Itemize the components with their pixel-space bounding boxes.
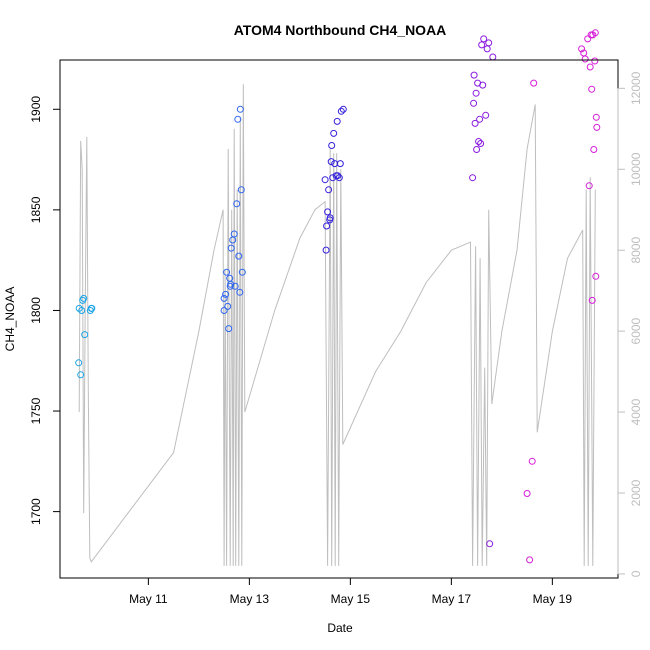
y2-tick-label: 12000 bbox=[629, 71, 643, 105]
data-point bbox=[470, 71, 478, 79]
y2-tick-label: 4000 bbox=[629, 398, 643, 425]
data-point bbox=[489, 53, 497, 61]
y-tick-label: 1800 bbox=[29, 297, 43, 324]
data-point bbox=[588, 296, 596, 304]
data-point bbox=[222, 290, 230, 298]
y-tick-label: 1700 bbox=[29, 498, 43, 525]
y-tick-label: 1900 bbox=[29, 96, 43, 123]
x-axis: May 11 May 13 May 15 May 17 May 19 bbox=[129, 577, 573, 606]
x-tick-label: May 15 bbox=[331, 592, 371, 606]
data-point bbox=[235, 252, 243, 260]
data-point bbox=[469, 174, 477, 182]
data-point bbox=[333, 117, 341, 125]
data-point bbox=[234, 115, 242, 123]
data-point bbox=[226, 282, 234, 290]
data-point bbox=[586, 63, 594, 71]
data-point bbox=[590, 146, 598, 153]
data-point bbox=[472, 89, 480, 97]
data-point bbox=[335, 174, 343, 182]
data-point bbox=[473, 146, 481, 153]
y2-axis-altitude: 0 2000 4000 6000 8000 10000 12000 bbox=[617, 71, 643, 577]
data-point bbox=[237, 186, 245, 194]
y2-tick-label: 6000 bbox=[629, 317, 643, 344]
y-tick-label: 1750 bbox=[29, 397, 43, 424]
data-point bbox=[585, 182, 593, 190]
x-tick-label: May 13 bbox=[230, 592, 270, 606]
data-point bbox=[88, 304, 96, 312]
data-points bbox=[75, 29, 601, 564]
data-point bbox=[321, 176, 329, 184]
data-point bbox=[336, 160, 344, 168]
data-point bbox=[482, 111, 490, 119]
data-point bbox=[530, 79, 538, 87]
data-point bbox=[230, 230, 238, 238]
data-point bbox=[523, 490, 531, 497]
data-point bbox=[78, 307, 86, 314]
data-point bbox=[323, 222, 331, 230]
data-point bbox=[592, 113, 600, 121]
data-point bbox=[77, 371, 85, 379]
data-point bbox=[528, 457, 536, 465]
data-point bbox=[591, 29, 599, 37]
data-point bbox=[478, 41, 486, 49]
y-axis-label: CH4_NOAA bbox=[3, 287, 17, 352]
x-tick-label: May 11 bbox=[129, 592, 168, 606]
data-point bbox=[233, 200, 241, 208]
data-point bbox=[591, 57, 599, 65]
data-point bbox=[238, 268, 246, 276]
data-point bbox=[330, 129, 338, 137]
data-point bbox=[593, 123, 601, 131]
x-tick-label: May 17 bbox=[432, 592, 472, 606]
data-point bbox=[337, 107, 345, 115]
data-point bbox=[231, 282, 239, 290]
data-point bbox=[581, 55, 589, 63]
data-point bbox=[325, 186, 333, 194]
data-point bbox=[476, 115, 484, 123]
data-point bbox=[485, 39, 493, 47]
data-point bbox=[225, 325, 233, 333]
data-point bbox=[480, 35, 488, 43]
data-point bbox=[588, 85, 596, 93]
y-tick-label: 1850 bbox=[29, 196, 43, 223]
data-point bbox=[324, 208, 332, 216]
data-point bbox=[334, 172, 342, 180]
data-point bbox=[224, 302, 232, 310]
y2-tick-label: 10000 bbox=[629, 152, 643, 186]
data-point bbox=[80, 294, 88, 302]
data-point bbox=[486, 540, 494, 548]
x-axis-label: Date bbox=[327, 621, 353, 635]
data-point bbox=[592, 272, 600, 280]
altitude-trace bbox=[78, 84, 596, 566]
data-point bbox=[578, 45, 586, 53]
data-point bbox=[584, 35, 592, 43]
data-point bbox=[81, 331, 89, 339]
y2-tick-label: 0 bbox=[629, 570, 643, 577]
data-point bbox=[220, 294, 228, 302]
data-point bbox=[470, 99, 478, 107]
altitude-line bbox=[78, 84, 596, 566]
y2-tick-label: 2000 bbox=[629, 479, 643, 506]
data-point bbox=[223, 268, 231, 276]
y2-tick-label: 8000 bbox=[629, 237, 643, 264]
data-point bbox=[328, 142, 336, 149]
y-axis: 1700 1750 1800 1850 1900 bbox=[29, 96, 61, 525]
data-point bbox=[322, 246, 330, 254]
data-point bbox=[326, 214, 334, 222]
x-tick-label: May 19 bbox=[533, 592, 573, 606]
data-point bbox=[236, 288, 244, 296]
data-point bbox=[339, 105, 347, 113]
data-point bbox=[471, 119, 479, 127]
chart-title: ATOM4 Northbound CH4_NOAA bbox=[234, 22, 447, 38]
data-point bbox=[475, 138, 483, 145]
data-point bbox=[526, 556, 534, 564]
data-point bbox=[483, 45, 491, 53]
data-point bbox=[477, 140, 485, 147]
data-point bbox=[236, 105, 244, 113]
data-point bbox=[327, 158, 335, 166]
data-point bbox=[220, 307, 228, 314]
data-point bbox=[75, 359, 83, 367]
data-point bbox=[227, 244, 235, 252]
data-point bbox=[479, 81, 487, 89]
